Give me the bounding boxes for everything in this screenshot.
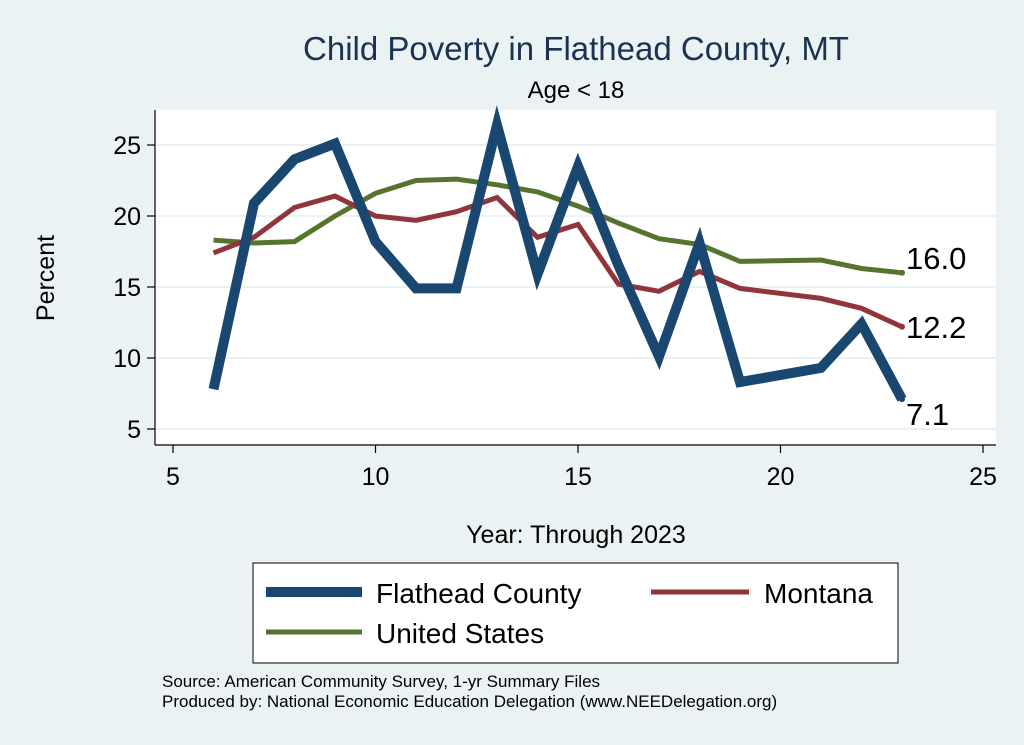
y-tick-label-5: 5: [127, 416, 141, 444]
y-axis-title: Percent: [32, 235, 60, 321]
producer-note: Produced by: National Economic Education…: [162, 692, 777, 711]
end-label-united-states: 16.0: [906, 241, 966, 276]
end-labels: 7.1 12.2 16.0: [906, 241, 966, 432]
x-tick-label-10: 10: [362, 463, 390, 491]
source-note: Source: American Community Survey, 1-yr …: [162, 672, 600, 691]
legend-label-united-states: United States: [376, 618, 544, 649]
series-endpoint-united-states: [899, 269, 905, 276]
y-tick-label-15: 15: [113, 274, 141, 302]
legend-item-montana: Montana: [651, 578, 873, 609]
series-line-montana: [212, 193, 904, 330]
end-label-montana: 12.2: [906, 310, 966, 345]
grid-lines: [155, 144, 996, 430]
y-tick-label-10: 10: [113, 345, 141, 373]
series-line-flathead-county: [208, 105, 907, 402]
y-axis-ticks: 5 10 15 20 25: [113, 132, 155, 444]
legend-label-montana: Montana: [764, 578, 873, 609]
end-label-flathead-county: 7.1: [906, 397, 949, 432]
x-tick-label-25: 25: [969, 463, 997, 491]
series-endpoint-flathead-county: [899, 396, 905, 403]
chart-subtitle: Age < 18: [528, 77, 625, 104]
chart-title: Child Poverty in Flathead County, MT: [303, 30, 849, 67]
axes: [154, 110, 996, 446]
series-line-united-states: [213, 176, 903, 276]
legend-item-united-states: United States: [266, 618, 544, 649]
x-axis-title: Year: Through 2023: [466, 521, 686, 549]
x-tick-label-15: 15: [564, 463, 592, 491]
legend-item-flathead: Flathead County: [266, 578, 581, 609]
x-axis-ticks: 5 10 15 20 25: [166, 445, 997, 491]
y-tick-label-20: 20: [113, 203, 141, 231]
series-endpoint-montana: [899, 323, 905, 330]
y-tick-label-25: 25: [113, 132, 141, 160]
x-tick-label-5: 5: [166, 463, 180, 491]
legend-label-flathead: Flathead County: [376, 578, 581, 609]
x-tick-label-20: 20: [767, 463, 795, 491]
series-lines: [208, 105, 907, 403]
legend-box: [252, 562, 899, 664]
